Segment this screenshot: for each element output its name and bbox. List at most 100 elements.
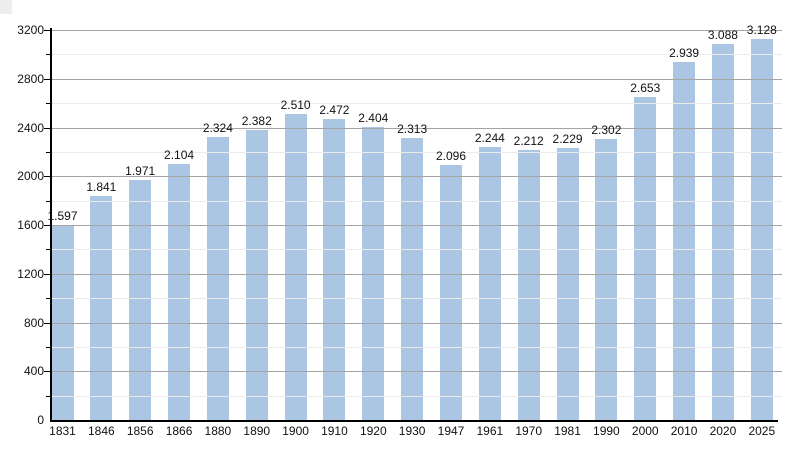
minor-gridline <box>50 200 782 202</box>
y-minor-tick <box>46 298 50 300</box>
bar-value-label: 2.382 <box>241 113 272 128</box>
x-tick-label: 2020 <box>709 424 737 438</box>
y-major-tick <box>44 30 50 31</box>
x-tick-label: 1910 <box>321 424 348 438</box>
bar-2020 <box>711 43 734 420</box>
x-tick-label: 1900 <box>282 424 309 438</box>
bar-value-label: 2.653 <box>630 80 661 95</box>
x-tick-label: 1947 <box>437 424 465 438</box>
bar-value-label: 2.244 <box>474 130 505 145</box>
bar-value-label: 2.104 <box>164 147 195 162</box>
y-minor-tick <box>46 249 50 251</box>
minor-gridline <box>50 346 782 348</box>
bar-1910 <box>323 118 346 420</box>
bar-2025 <box>750 38 773 420</box>
y-major-tick <box>44 78 50 80</box>
bar-1947 <box>440 164 462 420</box>
y-major-tick <box>44 176 50 178</box>
bar-value-label: 3.128 <box>746 22 777 37</box>
bar-1880 <box>206 136 229 420</box>
x-tick-label: 1880 <box>204 424 232 438</box>
y-minor-tick <box>46 54 50 56</box>
x-tick-label: 1856 <box>126 424 154 438</box>
minor-gridline <box>50 298 782 300</box>
y-axis-line <box>50 28 52 422</box>
bar-value-label: 2.939 <box>669 45 700 60</box>
x-tick-label: 1990 <box>593 424 620 438</box>
y-minor-tick <box>46 395 50 397</box>
y-major-tick <box>44 225 50 226</box>
bar-value-label: 2.510 <box>280 98 311 113</box>
x-tick-label: 2000 <box>631 424 659 438</box>
y-minor-tick <box>46 151 50 153</box>
minor-gridline <box>50 395 782 397</box>
bar-value-label: 2.324 <box>202 120 233 135</box>
major-gridline <box>50 225 782 226</box>
bar-value-label: 3.088 <box>707 27 738 42</box>
x-tick-label: 1970 <box>515 424 543 438</box>
bar-1961 <box>478 146 501 420</box>
bar-1930 <box>401 138 424 420</box>
bar-1970 <box>517 150 540 420</box>
y-major-tick <box>44 273 50 275</box>
bar-1920 <box>362 127 385 420</box>
y-tick-label: 3200 <box>17 23 44 37</box>
x-tick-label: 2025 <box>748 424 776 438</box>
bar-1900 <box>284 114 307 420</box>
x-tick-label: 1846 <box>87 424 115 438</box>
major-gridline <box>50 322 782 324</box>
minor-gridline <box>50 103 782 105</box>
bar-1856 <box>129 179 152 420</box>
y-minor-tick <box>46 346 50 348</box>
bar-2010 <box>673 61 696 420</box>
major-gridline <box>50 78 782 80</box>
minor-gridline <box>50 151 782 153</box>
bar-1866 <box>168 163 191 420</box>
bar-value-label: 2.302 <box>591 123 622 138</box>
y-tick-label: 400 <box>23 364 44 379</box>
bar-2000 <box>634 96 657 420</box>
bar-value-label: 2.472 <box>319 102 350 117</box>
bar-value-label: 2.404 <box>358 111 389 125</box>
major-gridline <box>50 30 782 31</box>
major-gridline <box>50 176 782 178</box>
x-tick-label: 1930 <box>398 424 426 438</box>
x-tick-label: 1831 <box>49 424 76 438</box>
bar-value-label: 1.841 <box>86 179 117 194</box>
y-tick-label: 2400 <box>17 120 44 135</box>
corner-artifact <box>0 0 12 14</box>
bar-value-label: 2.313 <box>397 122 428 137</box>
bar-value-label: 2.229 <box>552 132 583 147</box>
y-minor-tick <box>46 200 50 202</box>
x-tick-label: 1890 <box>243 424 271 438</box>
bar-1846 <box>90 195 113 420</box>
y-major-tick <box>44 322 50 324</box>
bar-value-label: 1.597 <box>47 209 78 224</box>
minor-gridline <box>50 54 782 56</box>
y-tick-label: 800 <box>23 315 44 330</box>
y-tick-label: 0 <box>37 413 44 427</box>
bar-1990 <box>595 139 618 420</box>
bar-value-label: 2.096 <box>435 148 467 163</box>
bar-value-label: 2.212 <box>513 134 544 149</box>
y-minor-tick <box>46 103 50 105</box>
x-tick-label: 1981 <box>554 424 581 438</box>
y-major-tick <box>44 371 50 373</box>
major-gridline <box>50 273 782 275</box>
bar-1981 <box>556 148 579 420</box>
x-axis-line <box>50 420 778 422</box>
x-tick-label: 1920 <box>359 424 387 438</box>
major-gridline <box>50 127 782 129</box>
y-tick-label: 2000 <box>17 169 44 184</box>
major-gridline <box>50 371 782 373</box>
y-tick-label: 2800 <box>17 71 44 86</box>
y-tick-label: 1200 <box>17 266 44 281</box>
x-tick-label: 1961 <box>476 424 504 438</box>
y-major-tick <box>44 127 50 129</box>
x-tick-label: 1866 <box>165 424 193 438</box>
y-tick-label: 1600 <box>17 218 44 232</box>
x-tick-label: 2010 <box>670 424 698 438</box>
minor-gridline <box>50 249 782 251</box>
bar-value-label: 1.971 <box>125 163 156 178</box>
